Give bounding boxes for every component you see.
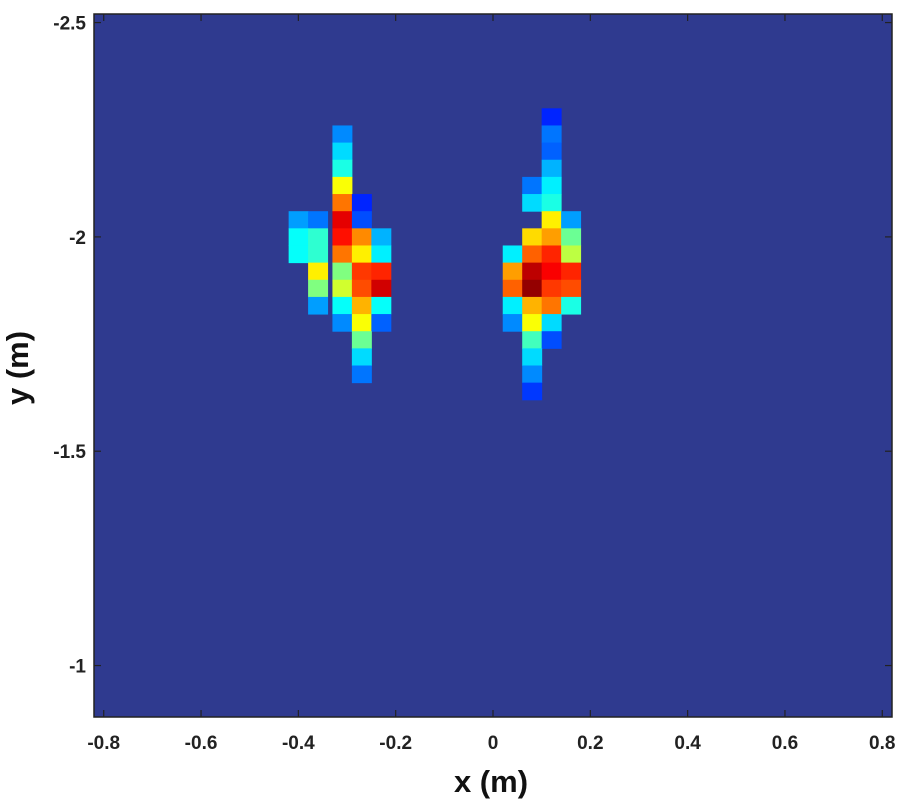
x-tick-label: 0.4 [674, 733, 701, 754]
heatmap-cell [288, 245, 309, 264]
heatmap-cell [332, 159, 353, 178]
x-tick-label: -0.6 [185, 733, 218, 754]
heatmap-cell [522, 296, 543, 315]
x-tick-label: 0.6 [772, 733, 798, 754]
heatmap-cell [351, 348, 372, 366]
heatmap-cell [522, 194, 543, 212]
heatmap-cell [561, 211, 582, 229]
heatmap-cell [351, 279, 372, 298]
heatmap-cell [561, 279, 582, 298]
heatmap-cell [522, 262, 543, 281]
heatmap-cell [332, 245, 353, 264]
heatmap-cell [332, 228, 353, 246]
heatmap-cell [332, 194, 353, 212]
x-tick-labels: -0.8 -0.6 -0.4 -0.2 0 0.2 0.4 0.6 0.8 [87, 733, 895, 754]
heatmap-cell [332, 262, 353, 281]
heatmap-cell [351, 296, 372, 315]
heatmap-cell [522, 245, 543, 264]
heatmap-cell [371, 314, 392, 332]
heatmap-cell [351, 228, 372, 246]
heatmap-cell [502, 245, 523, 264]
heatmap-cell [502, 296, 523, 315]
heatmap-cell [502, 279, 523, 298]
heatmap-cell [522, 279, 543, 298]
heatmap-cell [502, 262, 523, 281]
y-tick-label: -1.5 [53, 442, 86, 463]
heatmap-cell [541, 228, 562, 246]
heatmap-cell [541, 262, 562, 281]
y-tick-label: -1 [69, 657, 86, 678]
heatmap-cell [351, 245, 372, 264]
heatmap-cell [332, 296, 353, 315]
heatmap-cell [561, 296, 582, 315]
y-tick-label: -2.5 [53, 14, 86, 35]
tick-marks [94, 14, 892, 717]
heatmap-cell [522, 331, 543, 349]
heatmap-cell [371, 245, 392, 264]
heatmap-cell [288, 211, 309, 229]
heatmap-cell [522, 228, 543, 246]
heatmap-cell [541, 314, 562, 332]
heatmap-cell [351, 262, 372, 281]
y-tick-label: -2 [69, 228, 86, 249]
heatmap-cell [522, 382, 543, 401]
heatmap-cell [371, 296, 392, 315]
heatmap-cell [332, 176, 353, 195]
heatmap-cell [541, 159, 562, 178]
heatmap-cell [541, 108, 562, 126]
heatmap-cell [308, 262, 329, 281]
heatmap-cell [332, 314, 353, 332]
heatmap-cell [308, 245, 329, 264]
heatmap-cell [351, 365, 372, 384]
heatmap-cell [561, 245, 582, 264]
heatmap-cell [522, 365, 543, 384]
heatmap-cell [522, 176, 543, 195]
heatmap-cell [308, 228, 329, 246]
heatmap-cell [371, 228, 392, 246]
heatmap-cell [541, 245, 562, 264]
heatmap-cell [371, 262, 392, 281]
heatmap-cell [541, 176, 562, 195]
x-tick-label: 0.2 [577, 733, 603, 754]
heatmap-cell [371, 279, 392, 298]
heatmap-cell [541, 279, 562, 298]
heatmap-cell [541, 142, 562, 161]
heatmap-cell [541, 331, 562, 349]
heatmap-cell [351, 331, 372, 349]
heatmap-cell [332, 125, 353, 144]
heatmap-cell [502, 314, 523, 332]
heatmap-cell [308, 296, 329, 315]
y-tick-labels: -2.5 -2 -1.5 -1 [53, 14, 86, 678]
heatmap-cell [332, 211, 353, 229]
x-tick-label: -0.4 [282, 733, 315, 754]
heatmap-cell [541, 125, 562, 144]
heatmap-cell [561, 262, 582, 281]
heatmap-cell [308, 279, 329, 298]
x-tick-label: 0.8 [869, 733, 895, 754]
heatmap-cell [351, 194, 372, 212]
heatmap-cell [522, 348, 543, 366]
heatmap-cell [332, 142, 353, 161]
heatmap-cell [522, 314, 543, 332]
heatmap-cell [351, 211, 372, 229]
x-tick-label: 0 [488, 733, 499, 754]
heatmap-cell [288, 228, 309, 246]
heatmap-cell [561, 228, 582, 246]
heatmap-cell [541, 211, 562, 229]
heatmap-cell [332, 279, 353, 298]
heatmap-cell [541, 194, 562, 212]
x-tick-label: -0.2 [379, 733, 412, 754]
heatmap-cell [351, 314, 372, 332]
x-tick-label: -0.8 [87, 733, 120, 754]
y-axis-label: y (m) [0, 331, 35, 405]
heatmap-cell [541, 296, 562, 315]
x-axis-label: x (m) [454, 764, 528, 799]
heatmap-cell [308, 211, 329, 229]
plot-area [94, 14, 892, 717]
heatmap-cells [288, 108, 582, 401]
